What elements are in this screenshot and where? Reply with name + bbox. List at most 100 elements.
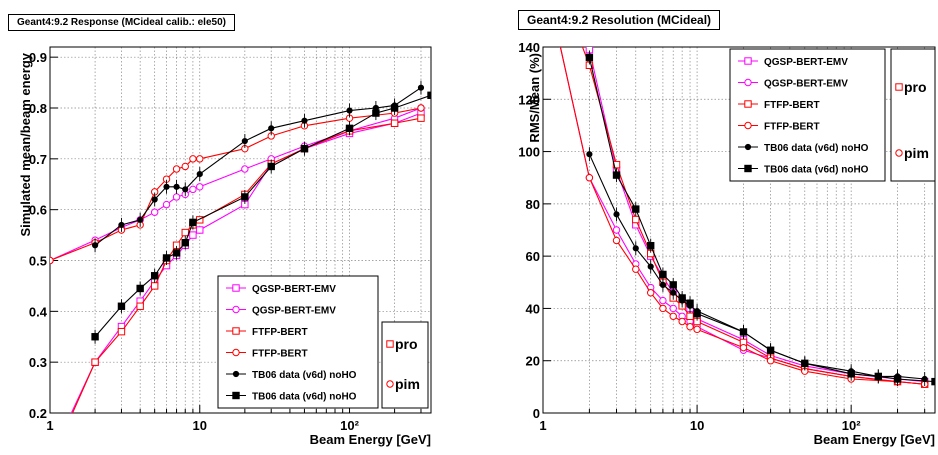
- data-point: [136, 302, 144, 310]
- legend-entry-label: QGSP-BERT-EMV: [764, 57, 848, 68]
- particle-marker: [386, 340, 394, 348]
- series-line: [588, 153, 925, 380]
- data-point: [693, 325, 701, 334]
- legend-marker: [232, 348, 240, 357]
- y-tick-label: 0.3: [29, 355, 47, 370]
- data-point: [659, 296, 667, 305]
- data-point: [612, 160, 621, 169]
- data-point: [893, 375, 902, 383]
- data-point: [172, 193, 181, 201]
- y-tick-label: 0.5: [29, 254, 47, 269]
- data-point: [632, 245, 639, 252]
- legend-entry-label: TB06 data (v6d) noHO: [764, 143, 869, 154]
- data-point: [173, 183, 180, 190]
- data-point: [172, 249, 181, 257]
- data-point: [659, 270, 667, 279]
- data-point: [181, 239, 189, 247]
- legend-entry-label: TB06 data (v6d) noHO: [252, 392, 357, 403]
- data-point: [659, 304, 667, 313]
- data-point: [196, 183, 204, 191]
- data-point: [585, 174, 594, 182]
- data-point: [189, 231, 197, 239]
- legend-entry-label: QGSP-BERT-EMV: [252, 284, 336, 295]
- data-point: [686, 323, 694, 331]
- data-point: [874, 372, 883, 381]
- y-tick-label: 0.9: [29, 50, 47, 65]
- c1-x-axis-label: Beam Energy [GeV]: [814, 432, 935, 447]
- data-point: [612, 171, 621, 179]
- c0-y-axis-label: Simulated mean/beam energy: [18, 52, 33, 236]
- c0-series-group: [50, 80, 431, 413]
- data-point: [241, 193, 249, 201]
- legend-marker: [232, 391, 240, 400]
- y-tick-label: 60: [526, 249, 540, 264]
- data-point: [931, 377, 935, 386]
- data-point: [390, 104, 399, 112]
- series-line: [587, 47, 925, 383]
- data-point: [150, 208, 159, 216]
- data-point: [241, 165, 249, 173]
- legend-marker: [744, 100, 752, 108]
- data-point: [632, 265, 640, 273]
- data-point: [647, 289, 655, 297]
- series-line: [588, 57, 935, 383]
- legend-marker: [232, 305, 240, 314]
- legend-marker: [232, 284, 240, 292]
- x-tick-label: 1: [46, 418, 53, 433]
- data-point: [301, 117, 308, 124]
- data-point: [151, 196, 158, 203]
- series-line: [50, 107, 422, 262]
- data-point: [241, 137, 248, 145]
- legend-entry-label: FTFP-BERT: [252, 327, 308, 338]
- data-point: [686, 312, 694, 320]
- data-point: [766, 346, 775, 354]
- response-chart: 1 10 10² 0.2 0.3 0.4 0.5 0.6 0.7 0.8 0.9 Beam Energ…: [18, 46, 432, 447]
- data-point: [189, 185, 197, 194]
- particle-label: pro: [904, 79, 927, 95]
- legend-entry-label: TB06 data (v6d) noHO: [764, 165, 869, 176]
- legend-marker: [744, 57, 752, 65]
- data-point: [182, 186, 189, 193]
- response-chart-title: Geant4:9.2 Response (MCideal calib.: ele…: [8, 14, 235, 31]
- particle-label: pro: [395, 336, 418, 352]
- data-point: [189, 218, 197, 227]
- y-tick-label: 120: [518, 92, 540, 107]
- series-line: [71, 117, 422, 413]
- data-point: [91, 358, 99, 366]
- data-point: [678, 294, 686, 302]
- y-tick-label: 80: [526, 197, 540, 212]
- data-point: [739, 343, 748, 352]
- data-point: [427, 91, 431, 99]
- data-point: [693, 309, 701, 318]
- data-point: [136, 284, 144, 293]
- data-point: [181, 162, 189, 171]
- c0-plot-frame: [49, 46, 432, 414]
- data-point: [162, 254, 171, 262]
- c1-y-axis-label: RMS/Mean (%): [527, 53, 542, 143]
- legend-entry-label: TB06 data (v6d) noHO: [252, 370, 357, 381]
- data-point: [50, 256, 54, 265]
- data-point: [847, 370, 855, 378]
- c0-legend: [217, 275, 379, 409]
- data-point: [196, 170, 203, 178]
- y-tick-label: 0.2: [29, 406, 47, 421]
- legend-entry-label: QGSP-BERT-EMV: [764, 79, 848, 90]
- data-point: [189, 155, 197, 163]
- series-line: [70, 112, 422, 413]
- data-point: [117, 327, 126, 336]
- data-point: [268, 125, 275, 132]
- y-tick-label: 100: [518, 145, 540, 160]
- resolution-chart: 1 10 10² 0 20 40 60 80 100 120 140 Beam Energy [GeV…: [518, 40, 936, 447]
- x-tick-label: 10²: [842, 418, 861, 433]
- particle-label: pim: [395, 376, 420, 392]
- data-point: [686, 299, 694, 307]
- data-point: [91, 242, 99, 249]
- c0-particle-legend: [381, 321, 429, 409]
- data-point: [612, 236, 621, 245]
- data-point: [669, 312, 677, 320]
- data-point: [345, 124, 354, 133]
- data-point: [417, 104, 425, 112]
- legend-entry-label: FTFP-BERT: [252, 349, 308, 360]
- legend-marker: [744, 164, 752, 173]
- data-point: [647, 263, 654, 270]
